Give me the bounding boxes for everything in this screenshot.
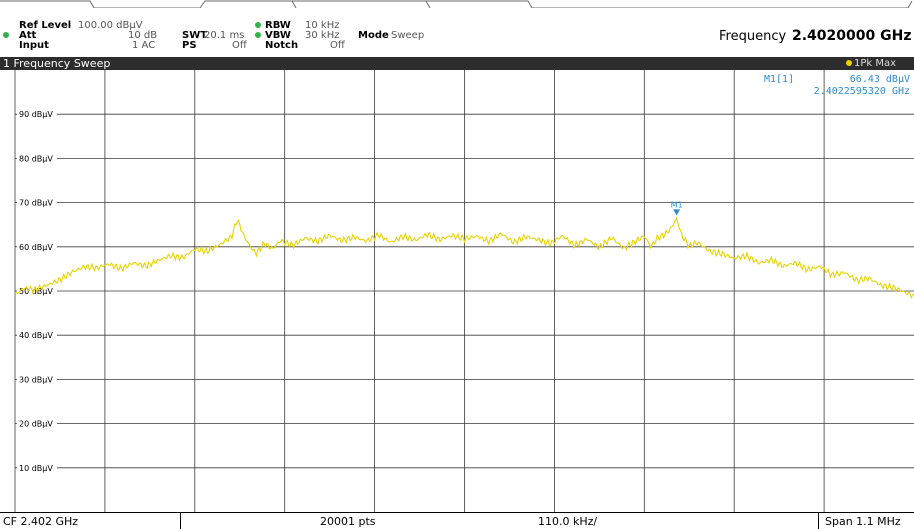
center-frequency[interactable]: CF 2.402 GHz	[3, 515, 79, 528]
mode-value[interactable]: Sweep	[391, 30, 425, 41]
rbw-label[interactable]: RBW	[265, 20, 291, 31]
window-title: 1 Frequency Sweep	[3, 57, 111, 70]
y-tick-label: 30 dBµV	[19, 375, 53, 384]
y-tick-label: 90 dBµV	[19, 110, 53, 119]
mode-label[interactable]: Mode	[358, 30, 389, 41]
y-tick-label: 60 dBµV	[19, 243, 53, 252]
marker-triangle-icon	[673, 209, 681, 216]
notch-value[interactable]: Off	[330, 40, 345, 51]
y-tick-label: 70 dBµV	[19, 199, 53, 208]
swt-label[interactable]: SWT	[182, 30, 208, 41]
settings-panel: Ref Level 100.00 dBµV Att 10 dB SWT 20.1…	[0, 0, 914, 56]
trace-color-icon	[846, 60, 852, 66]
window-title-bar[interactable]: 1 Frequency Sweep 1Pk Max	[0, 57, 914, 70]
y-tick-label-bg	[17, 196, 57, 207]
trace-label: 1Pk Max	[854, 58, 897, 69]
trace-line	[14, 216, 914, 300]
y-tick-label: 80 dBµV	[19, 154, 53, 163]
ps-value[interactable]: Off	[232, 40, 247, 51]
footer-separator	[180, 513, 181, 529]
ps-label[interactable]: PS	[182, 40, 197, 51]
softkey-tab-strip[interactable]	[0, 0, 914, 8]
ref-level-label[interactable]: Ref Level	[19, 20, 72, 31]
marker-info-level: 66.43 dBµV	[850, 74, 910, 85]
y-tick-label-bg	[17, 285, 57, 295]
att-label[interactable]: Att	[19, 30, 37, 41]
marker-m1[interactable]: M1	[671, 200, 683, 216]
plot-grid	[14, 70, 914, 512]
input-value[interactable]: 1 AC	[132, 40, 156, 51]
y-tick-label: 50 dBµV	[19, 287, 53, 296]
vbw-label[interactable]: VBW	[265, 30, 291, 41]
spectrum-plot[interactable]: 10 dBµV 20 dBµV 30 dBµV 40 dBµV 50 dBµV 60 dB…	[0, 70, 914, 512]
y-tick-label-bg	[17, 240, 57, 251]
y-tick-label: 20 dBµV	[19, 420, 53, 429]
y-tick-label-bg	[17, 152, 57, 163]
y-axis-labels: 10 dBµV 20 dBµV 30 dBµV 40 dBµV 50 dBµV 60 dB…	[17, 108, 57, 473]
marker-info-label: M1[1]	[764, 74, 794, 85]
swt-value[interactable]: 20.1 ms	[204, 30, 245, 41]
y-tick-label-bg	[17, 373, 57, 384]
rbw-value[interactable]: 10 kHz	[305, 20, 340, 31]
notch-label[interactable]: Notch	[265, 40, 299, 51]
marker-name: M1	[671, 200, 683, 209]
y-tick-label-bg	[17, 329, 57, 340]
ref-level-value[interactable]: 100.00 dBµV	[78, 20, 143, 31]
rbw-indicator-icon	[255, 22, 261, 28]
frequency-value[interactable]: 2.4020000 GHz	[792, 28, 912, 44]
vbw-indicator-icon	[255, 32, 261, 38]
y-tick-label: 10 dBµV	[19, 464, 53, 473]
frequency-per-division: 110.0 kHz/	[538, 515, 598, 528]
y-tick-label-bg	[17, 461, 57, 472]
marker-info-frequency: 2.4022595320 GHz	[814, 86, 910, 97]
sweep-points[interactable]: 20001 pts	[320, 515, 376, 528]
footer-separator	[818, 513, 819, 529]
y-tick-label: 40 dBµV	[19, 331, 53, 340]
att-value[interactable]: 10 dB	[128, 30, 158, 41]
input-label[interactable]: Input	[19, 40, 49, 51]
y-tick-label-bg	[17, 417, 57, 428]
y-tick-label-bg	[17, 108, 57, 119]
marker-info-box: M1[1] 66.43 dBµV 2.4022595320 GHz	[764, 74, 910, 97]
frequency-label[interactable]: Frequency	[719, 29, 787, 44]
att-indicator-icon	[3, 32, 9, 38]
status-footer: CF 2.402 GHz 20001 pts 110.0 kHz/ Span 1…	[0, 512, 914, 529]
span[interactable]: Span 1.1 MHz	[825, 515, 901, 528]
vbw-value[interactable]: 30 kHz	[305, 30, 340, 41]
